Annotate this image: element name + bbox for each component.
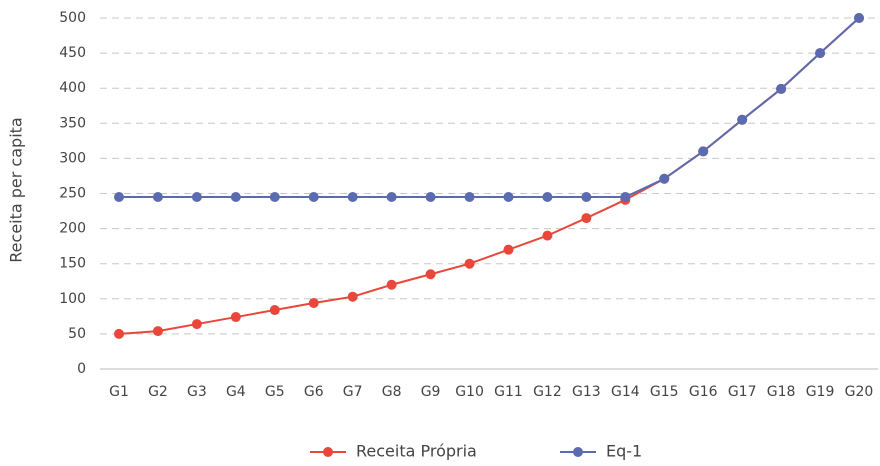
y-tick-label: 250 — [59, 186, 86, 202]
data-point — [659, 173, 670, 184]
y-tick-label: 450 — [59, 45, 86, 61]
data-point — [152, 192, 163, 203]
data-point — [269, 305, 280, 316]
data-point — [464, 258, 475, 269]
y-tick-label: 400 — [59, 80, 86, 96]
legend-label: Eq-1 — [606, 442, 642, 461]
data-point — [386, 279, 397, 290]
data-point — [308, 298, 319, 309]
data-point — [620, 192, 631, 203]
legend-marker — [573, 447, 583, 457]
x-tick-label: G14 — [611, 384, 640, 400]
y-tick-label: 200 — [59, 221, 86, 237]
x-tick-label: G3 — [187, 384, 207, 400]
data-point — [815, 48, 826, 59]
x-tick-label: G1 — [109, 384, 129, 400]
data-point — [425, 192, 436, 203]
data-point — [581, 192, 592, 203]
data-point — [152, 326, 163, 337]
data-point — [776, 83, 787, 94]
legend-label: Receita Própria — [356, 442, 477, 461]
x-tick-label: G11 — [494, 384, 523, 400]
x-tick-label: G8 — [382, 384, 402, 400]
y-tick-label: 0 — [77, 361, 86, 377]
y-tick-label: 300 — [59, 150, 86, 166]
x-tick-label: G6 — [304, 384, 324, 400]
x-tick-label: G16 — [689, 384, 718, 400]
x-tick-label: G15 — [650, 384, 679, 400]
series-line — [118, 17, 860, 335]
y-tick-label: 50 — [68, 326, 86, 342]
data-point — [386, 192, 397, 203]
data-point — [347, 192, 358, 203]
data-point — [854, 13, 864, 23]
data-point — [308, 192, 319, 203]
data-point — [191, 319, 202, 330]
data-point — [230, 312, 241, 323]
data-point — [114, 192, 124, 203]
data-point — [230, 192, 241, 203]
x-tick-label: G18 — [767, 384, 796, 400]
x-tick-label: G17 — [728, 384, 757, 400]
data-point — [425, 269, 436, 280]
series-line — [119, 17, 860, 199]
x-tick-label: G9 — [421, 384, 441, 400]
data-point — [269, 192, 280, 203]
data-point — [542, 192, 553, 203]
x-tick-label: G19 — [806, 384, 835, 400]
data-point — [581, 213, 592, 224]
data-point — [698, 146, 709, 157]
data-point — [114, 328, 124, 339]
y-tick-label: 100 — [59, 291, 86, 307]
x-tick-label: G7 — [343, 384, 363, 400]
x-tick-label: G13 — [572, 384, 601, 400]
data-point — [503, 192, 514, 203]
y-tick-label: 150 — [59, 256, 86, 272]
data-point — [542, 230, 553, 241]
y-axis-label: Receita per capita — [7, 117, 26, 262]
x-tick-label: G20 — [845, 384, 874, 400]
x-tick-label: G4 — [226, 384, 246, 400]
x-tick-label: G2 — [148, 384, 168, 400]
data-point — [191, 192, 202, 203]
y-tick-label: 500 — [59, 10, 86, 26]
y-tick-label: 350 — [59, 115, 86, 131]
data-point — [737, 114, 748, 125]
legend-marker — [323, 447, 333, 457]
data-point — [503, 244, 514, 255]
x-tick-label: G5 — [265, 384, 285, 400]
data-point — [464, 192, 475, 203]
x-tick-label: G10 — [455, 384, 484, 400]
x-tick-label: G12 — [533, 384, 562, 400]
data-point — [347, 291, 358, 302]
